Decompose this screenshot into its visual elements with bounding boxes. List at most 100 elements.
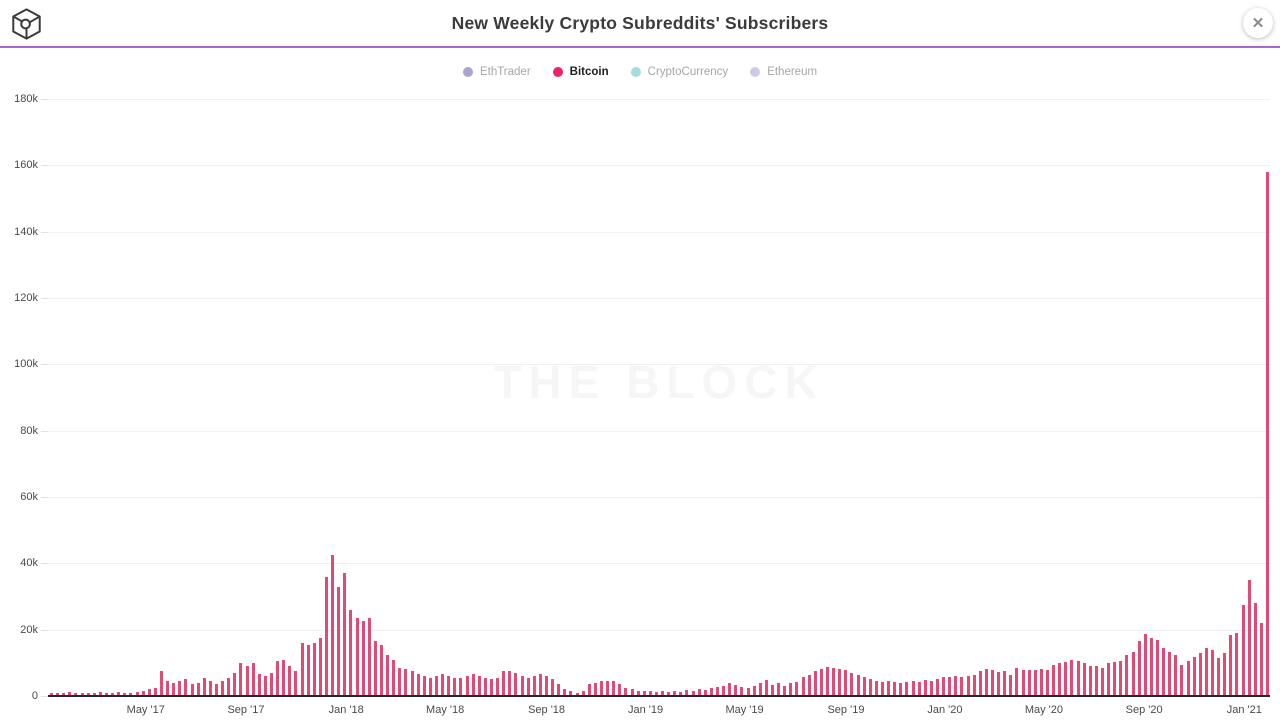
y-axis-label: 160k bbox=[14, 159, 38, 172]
bar bbox=[104, 693, 108, 696]
bar bbox=[526, 677, 530, 696]
bar bbox=[453, 677, 457, 696]
legend-item-label: CryptoCurrency bbox=[647, 66, 729, 78]
bar bbox=[624, 687, 628, 696]
bar bbox=[514, 672, 518, 696]
the-block-logo-icon[interactable] bbox=[10, 7, 43, 41]
y-axis-label: 180k bbox=[14, 93, 38, 105]
bar bbox=[832, 668, 836, 696]
bar bbox=[544, 676, 548, 696]
legend-item-bitcoin[interactable]: Bitcoin bbox=[552, 66, 609, 78]
bar bbox=[441, 674, 445, 696]
bar bbox=[654, 691, 658, 696]
bar bbox=[1046, 669, 1050, 696]
bar bbox=[795, 681, 799, 696]
bar bbox=[642, 690, 646, 696]
bar bbox=[691, 690, 695, 696]
y-axis-tick bbox=[41, 563, 48, 565]
bar bbox=[428, 677, 432, 696]
y-axis-label: 80k bbox=[20, 424, 38, 437]
bar bbox=[416, 674, 420, 696]
bar bbox=[581, 691, 585, 696]
bar bbox=[1064, 661, 1068, 696]
bar bbox=[50, 693, 53, 696]
gridline bbox=[48, 364, 1270, 366]
close-button[interactable]: ✕ bbox=[1243, 8, 1273, 38]
x-axis-label: Sep '19 bbox=[827, 704, 865, 716]
bar bbox=[56, 692, 60, 696]
bar bbox=[667, 691, 671, 696]
bar bbox=[1149, 637, 1153, 696]
bar bbox=[1204, 648, 1208, 696]
bar bbox=[502, 671, 506, 696]
bar bbox=[874, 680, 878, 696]
bar bbox=[1192, 657, 1196, 696]
bar bbox=[355, 618, 359, 696]
gridline bbox=[48, 629, 1270, 631]
bar bbox=[752, 686, 756, 696]
bar bbox=[1211, 649, 1214, 696]
bar bbox=[447, 676, 451, 696]
x-axis-label: Jan '18 bbox=[328, 704, 364, 716]
legend-item-ethtrader[interactable]: EthTrader bbox=[462, 66, 531, 78]
bar bbox=[288, 666, 292, 696]
bar bbox=[147, 689, 151, 696]
bar bbox=[929, 680, 933, 696]
watermark: THE BLOCK bbox=[493, 356, 825, 408]
y-axis-label: 60k bbox=[20, 491, 38, 503]
bar bbox=[386, 654, 390, 696]
x-axis-label: May '17 bbox=[126, 704, 165, 716]
bar bbox=[159, 671, 163, 696]
bar bbox=[862, 677, 866, 696]
bar bbox=[361, 621, 365, 696]
bar bbox=[269, 672, 273, 696]
legend-item-ethereum[interactable]: Ethereum bbox=[750, 66, 817, 78]
bar bbox=[117, 692, 121, 696]
bar bbox=[758, 683, 762, 696]
bar bbox=[740, 687, 744, 696]
y-axis-tick bbox=[41, 99, 48, 100]
legend-item-cryptocurrency[interactable]: CryptoCurrency bbox=[630, 66, 729, 78]
bar bbox=[593, 682, 597, 696]
bar bbox=[483, 677, 487, 696]
bar bbox=[123, 693, 127, 696]
y-axis-label: 100k bbox=[14, 358, 38, 371]
bar bbox=[948, 676, 952, 696]
bar bbox=[881, 681, 885, 696]
bar bbox=[1058, 663, 1062, 696]
bar bbox=[1137, 641, 1141, 696]
bar bbox=[722, 686, 726, 696]
bar bbox=[618, 684, 622, 696]
gridline bbox=[48, 231, 1270, 233]
bar bbox=[373, 641, 377, 696]
bar bbox=[893, 681, 897, 696]
bar bbox=[606, 681, 610, 696]
bar bbox=[703, 690, 707, 696]
bar bbox=[807, 675, 811, 696]
bar bbox=[422, 676, 426, 696]
y-axis-tick bbox=[41, 231, 48, 233]
x-axis-label: Sep '17 bbox=[227, 704, 265, 716]
legend-item-label: Bitcoin bbox=[569, 66, 609, 78]
legend-dot-icon bbox=[750, 67, 761, 77]
bar bbox=[410, 671, 414, 696]
legend-dot-icon bbox=[462, 67, 473, 77]
bar bbox=[343, 573, 347, 696]
x-axis-line bbox=[48, 695, 1270, 697]
bar bbox=[1119, 660, 1123, 696]
bar bbox=[184, 679, 188, 696]
bar bbox=[392, 659, 396, 696]
bar bbox=[276, 661, 280, 696]
bar bbox=[532, 676, 536, 696]
bar bbox=[991, 670, 995, 696]
bar bbox=[734, 685, 738, 696]
bar bbox=[1088, 666, 1092, 696]
bar bbox=[868, 679, 872, 696]
bar bbox=[563, 689, 567, 696]
y-axis-tick bbox=[41, 298, 48, 299]
bar bbox=[1229, 634, 1233, 696]
bar bbox=[569, 691, 573, 696]
bar bbox=[966, 676, 970, 696]
bar bbox=[312, 642, 316, 696]
bar bbox=[856, 675, 860, 696]
